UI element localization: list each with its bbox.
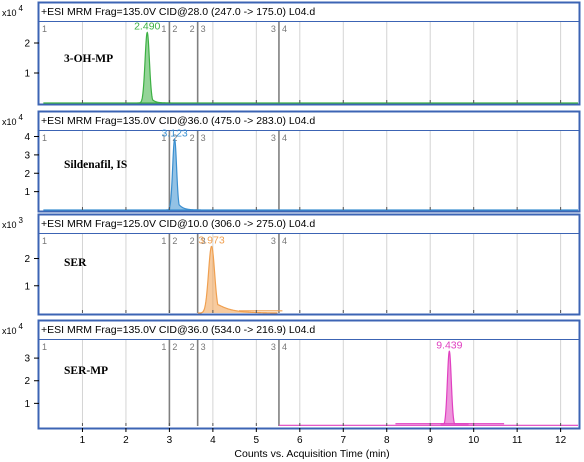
segment-label: 1: [161, 236, 166, 246]
panel-header: +ESI MRM Frag=135.0V CID@28.0 (247.0 -> …: [41, 6, 315, 18]
peak-time-label: 9.439: [436, 339, 462, 351]
segment-label: 2: [172, 342, 177, 352]
peak-trace: [440, 350, 469, 425]
segment-label: 1: [161, 342, 166, 352]
panel-4: +ESI MRM Frag=135.0V CID@36.0 (534.0 -> …: [2, 319, 581, 430]
y-tick-label: 2: [24, 39, 30, 50]
segment-label: 2: [172, 133, 177, 143]
segment-label: 3: [201, 24, 206, 34]
peak-trace: [165, 138, 201, 211]
x-tick-label: 8: [384, 435, 390, 446]
segment-label: 2: [190, 342, 195, 352]
segment-label: 3: [271, 24, 276, 34]
x-tick-label: 12: [555, 435, 567, 446]
panel-header: +ESI MRM Frag=135.0V CID@36.0 (475.0 -> …: [41, 115, 315, 127]
y-exponent: 4: [19, 4, 24, 13]
x-tick-label: 5: [254, 435, 260, 446]
x-axis-label: Counts vs. Acquisition Time (min): [234, 448, 389, 460]
peak-trace: [137, 31, 171, 104]
segment-label: 4: [282, 133, 287, 143]
y-exponent: 4: [19, 322, 24, 331]
x-tick-label: 6: [297, 435, 303, 446]
compound-label: SER: [64, 257, 87, 269]
segment-start-label: 1: [42, 24, 47, 34]
panel-header: +ESI MRM Frag=135.0V CID@36.0 (534.0 -> …: [41, 324, 315, 336]
x-tick-label: 1: [80, 435, 86, 446]
segment-label: 2: [190, 236, 195, 246]
y-exponent: 3: [19, 216, 24, 225]
x-tick-label: 7: [340, 435, 346, 446]
segment-label: 4: [282, 24, 287, 34]
y-tick-label: 3: [24, 354, 30, 365]
segment-label: 1: [161, 24, 166, 34]
x-tick-label: 3: [167, 435, 173, 446]
panel-frame: [37, 1, 581, 106]
panel-1: +ESI MRM Frag=135.0V CID@28.0 (247.0 -> …: [2, 1, 581, 106]
y-tick-label: 1: [24, 399, 30, 410]
segment-label: 4: [282, 342, 287, 352]
segment-label: 2: [190, 133, 195, 143]
y-tick-label: 2: [24, 254, 30, 265]
peak-area: [197, 246, 278, 313]
y-tick-label: 2: [24, 376, 30, 387]
peak-time-label: 3.123: [161, 127, 187, 139]
x-tick-label: 9: [427, 435, 433, 446]
segment-label: 3: [271, 236, 276, 246]
peak-area: [440, 351, 469, 426]
panel-frame: [37, 213, 581, 316]
peak-trace: [197, 245, 278, 314]
x-tick-label: 4: [210, 435, 216, 446]
peak-time-label: 2.490: [134, 21, 160, 33]
y-exponent-label: x10 4: [2, 4, 24, 18]
peak-area: [165, 139, 201, 210]
y-tick-label: 3: [24, 150, 30, 161]
y-exponent-label: x10 4: [2, 322, 24, 336]
compound-label: Sildenafil, IS: [64, 159, 127, 171]
y-tick-label: 1: [24, 69, 30, 80]
panel-2: +ESI MRM Frag=135.0V CID@36.0 (475.0 -> …: [2, 110, 581, 213]
segment-label: 4: [282, 236, 287, 246]
y-tick-label: 2: [24, 169, 30, 180]
panel-3: +ESI MRM Frag=125.0V CID@10.0 (306.0 -> …: [2, 213, 581, 316]
y-tick-label: 1: [24, 281, 30, 292]
panel-frame: [37, 110, 581, 213]
segment-start-label: 1: [42, 236, 47, 246]
segment-label: 3: [201, 133, 206, 143]
segment-label: 3: [201, 236, 206, 246]
segment-label: 1: [161, 133, 166, 143]
panel-frame: [37, 319, 581, 430]
x-tick-label: 11: [512, 435, 523, 446]
compound-label: 3-OH-MP: [64, 53, 113, 65]
segment-label: 3: [271, 342, 276, 352]
y-tick-label: 4: [24, 132, 30, 143]
x-tick-label: 10: [468, 435, 480, 446]
segment-start-label: 1: [42, 133, 47, 143]
y-exponent-label: x10 3: [2, 216, 24, 230]
panel-header: +ESI MRM Frag=125.0V CID@10.0 (306.0 -> …: [41, 218, 315, 230]
segment-label: 2: [190, 24, 195, 34]
segment-label: 3: [271, 133, 276, 143]
segment-label: 2: [172, 24, 177, 34]
x-tick-label: 2: [123, 435, 129, 446]
segment-start-label: 1: [42, 342, 47, 352]
y-exponent: 4: [19, 113, 24, 122]
y-exponent-label: x10 4: [2, 113, 24, 127]
segment-label: 3: [201, 342, 206, 352]
y-tick-label: 1: [24, 187, 30, 198]
peak-time-label: 3.973: [198, 234, 224, 246]
segment-label: 2: [172, 236, 177, 246]
compound-label: SER-MP: [64, 365, 108, 377]
